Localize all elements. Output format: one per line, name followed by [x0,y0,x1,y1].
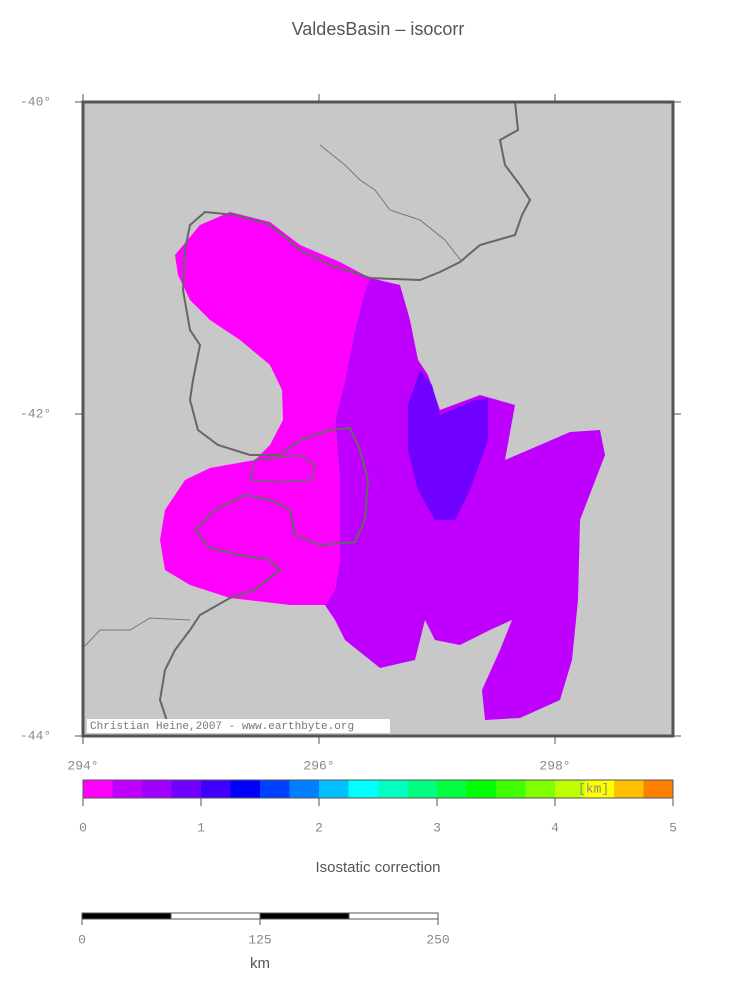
colorbar-segment [260,780,290,798]
colorbar-segment [289,780,319,798]
scalebar-tick-label: 250 [426,932,449,947]
y-tick-label: -40° [20,94,51,109]
colorbar-frame [82,779,674,799]
colorbar-tick-label: 3 [433,820,441,835]
scalebar-unit: km [250,955,270,972]
colorbar-segment [407,780,437,798]
map-frame [81,100,675,738]
colorbar-segment [378,780,408,798]
y-tick-label: -44° [20,728,51,743]
rivers [82,144,463,649]
title: ValdesBasin – isocorr [292,19,465,39]
colorbar-tick-label: 2 [315,820,323,835]
x-tick-label: 294° [67,758,98,773]
colorbar-segment [83,780,113,798]
colorbar-unit: [km] [578,781,609,796]
scalebar-segment [81,912,172,920]
colorbar-segment [230,780,260,798]
colorbar-segment [466,780,496,798]
colorbar-segment [525,780,555,798]
coast [158,101,532,731]
colorbar-segment [112,780,142,798]
axes: 294° 296° 298° -40° -42° -44° [20,94,681,773]
coastline [158,101,532,731]
colorbar-label: Isostatic correction [315,859,440,876]
colorbar-tick-label: 4 [551,820,559,835]
zone-low [160,212,370,605]
scalebar: 0 125 250 [78,912,450,947]
colorbar-segment [555,780,585,798]
scalebar-tick-label: 125 [248,932,271,947]
x-tick-label: 298° [539,758,570,773]
colorbar-tick-label: 0 [79,820,87,835]
colorbar-segment [171,780,201,798]
river [82,617,191,649]
colorbar-segment [348,780,378,798]
zone-high [408,370,488,520]
colorbar-segment [614,780,644,798]
river [319,144,463,263]
credit-box [87,719,390,733]
colorbar-tick-label: 1 [197,820,205,835]
scalebar-segment [259,912,350,920]
lake [249,454,316,483]
y-tick-label: -42° [20,406,51,421]
colorbar-tick-label: 5 [669,820,677,835]
scalebar-tick-label: 0 [78,932,86,947]
colorbar-segment [201,780,231,798]
colorbar-segment [643,780,673,798]
colorbar: 0 1 2 3 4 5 [79,779,677,835]
colorbar-segment [142,780,172,798]
colorbar-segment [584,780,614,798]
scalebar-segment [348,912,439,920]
colorbar-segment [319,780,349,798]
credit: Christian Heine,2007 - www.earthbyte.org [90,721,354,733]
colorbar-segment [437,780,467,798]
correction-zones [160,212,605,720]
colorbar-segment [496,780,526,798]
scalebar-segment [170,912,261,920]
x-tick-label: 296° [303,758,334,773]
